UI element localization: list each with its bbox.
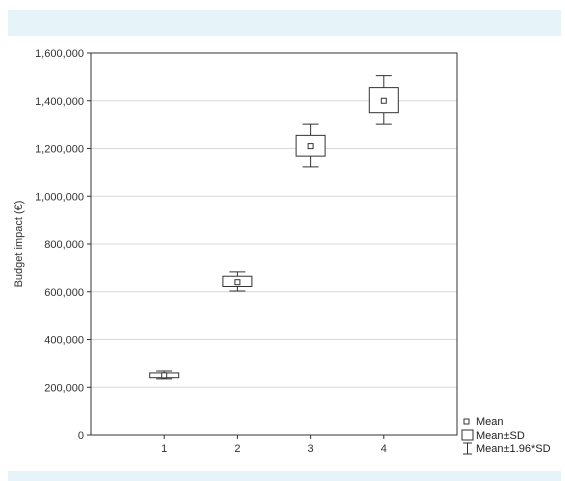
box-group-1 (149, 370, 180, 380)
y-tick-label: 200,000 (44, 382, 84, 394)
y-tick-label: 600,000 (44, 287, 84, 299)
y-axis-title: Budget impact (€) (13, 201, 25, 288)
mean-marker (307, 143, 314, 150)
y-axis: 0 200,000 400,000 600,000 800,000 1,000,000 1,… (35, 48, 91, 442)
grid-lines (91, 100, 457, 388)
y-tick-label: 1,400,000 (35, 96, 84, 108)
y-tick-label: 1,200,000 (35, 144, 84, 156)
legend-sd-marker (461, 429, 474, 441)
box-group-4 (368, 75, 399, 125)
legend: Mean Mean±SD Mean±1.96*SD (461, 416, 551, 455)
y-tick-label: 1,600,000 (35, 48, 84, 60)
header-band (8, 10, 561, 36)
x-tick-label: 3 (308, 443, 314, 455)
y-tick-label: 0 (78, 430, 84, 442)
x-tick-label: 2 (234, 443, 240, 455)
y-tick-label: 800,000 (44, 239, 84, 251)
mean-marker (161, 372, 168, 379)
legend-ci-label: Mean±1.96*SD (476, 443, 551, 455)
y-tick-label: 1,000,000 (35, 191, 84, 203)
mean-marker (234, 279, 241, 286)
legend-sd-label: Mean±SD (476, 430, 525, 442)
x-axis: 1 2 3 4 (161, 435, 387, 455)
legend-mean-label: Mean (476, 416, 504, 428)
x-tick-label: 4 (381, 443, 387, 455)
box-group-2 (222, 271, 253, 292)
footer-band (8, 471, 561, 481)
mean-marker (380, 97, 387, 104)
x-tick-label: 1 (161, 443, 167, 455)
box-group-3 (295, 123, 326, 168)
boxes (149, 75, 399, 380)
y-tick-label: 400,000 (44, 335, 84, 347)
legend-ci-marker (463, 442, 472, 455)
legend-mean-marker (463, 418, 470, 425)
